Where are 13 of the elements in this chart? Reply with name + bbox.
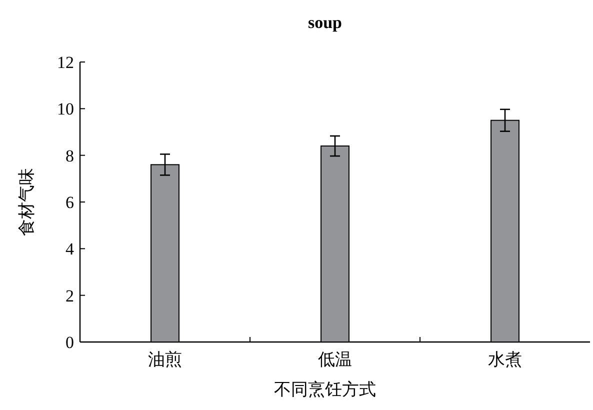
x-tick-label: 油煎 xyxy=(148,350,182,369)
y-tick-label: 2 xyxy=(66,286,74,306)
x-axis-title: 不同烹饪方式 xyxy=(274,380,376,399)
y-tick-label: 0 xyxy=(66,333,74,352)
y-tick-label: 8 xyxy=(66,146,74,166)
y-tick-label: 12 xyxy=(57,53,74,72)
y-tick-label: 4 xyxy=(66,240,74,259)
chart-title: soup xyxy=(308,13,342,32)
y-tick-label: 6 xyxy=(66,193,74,212)
x-tick-label: 水煮 xyxy=(488,350,522,369)
y-tick-label: 10 xyxy=(57,100,74,119)
x-tick-label: 低温 xyxy=(318,350,352,369)
y-axis-title: 食材气味 xyxy=(17,168,36,236)
